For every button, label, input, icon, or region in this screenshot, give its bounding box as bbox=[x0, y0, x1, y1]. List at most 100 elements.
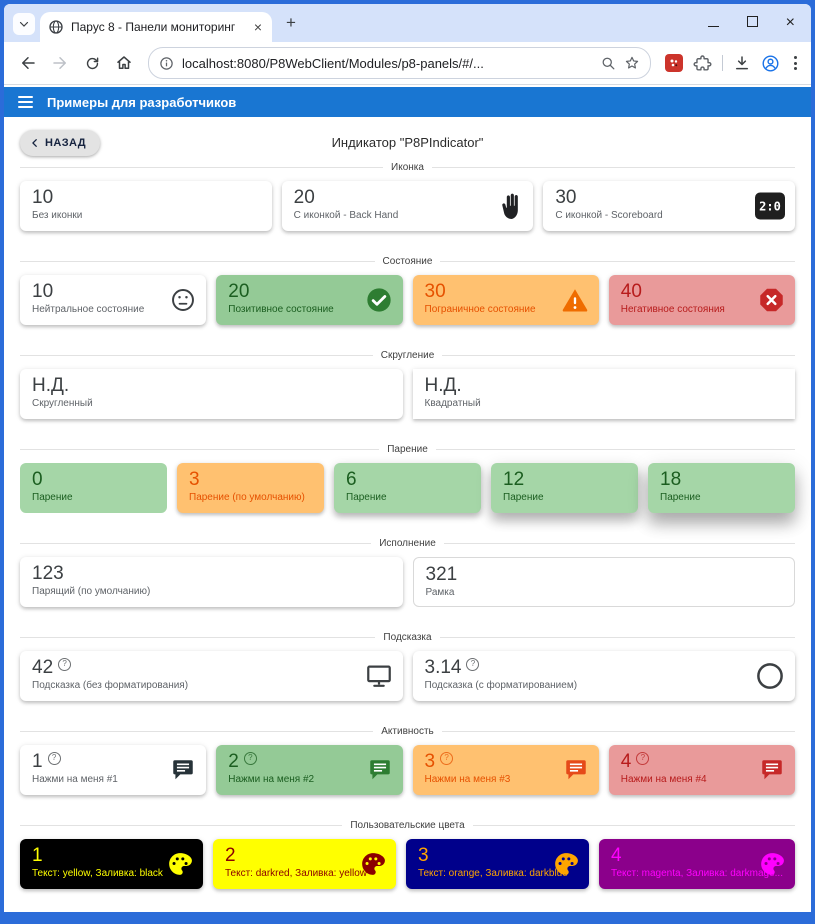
neutral-face-icon bbox=[170, 287, 196, 313]
indicator-card: 3 Парение (по умолчанию) bbox=[177, 463, 324, 513]
indicator-card: 3 Текст: orange, Заливка: darkblue bbox=[405, 839, 589, 889]
menu-hamburger-icon[interactable] bbox=[18, 96, 33, 108]
new-tab-button[interactable]: + bbox=[286, 13, 296, 32]
indicator-card-clickable[interactable]: 3? Нажми на меня #3 bbox=[412, 745, 599, 795]
indicator-label: Парение bbox=[660, 492, 701, 503]
indicator-card: 20 Позитивное состояние bbox=[216, 275, 403, 325]
section-divider: Пользовательские цвета bbox=[20, 817, 795, 833]
indicator-value: 2? bbox=[228, 751, 390, 772]
help-badge-icon: ? bbox=[636, 751, 650, 765]
page-info-icon[interactable] bbox=[159, 56, 174, 71]
section-divider: Исполнение bbox=[20, 535, 795, 551]
help-badge-icon: ? bbox=[47, 751, 61, 765]
cancel-octagon-icon bbox=[758, 287, 785, 314]
indicator-value: 123 bbox=[32, 563, 64, 584]
section-divider: Скругление bbox=[20, 347, 795, 363]
indicator-card-clickable[interactable]: 1? Нажми на меня #1 bbox=[20, 745, 207, 795]
home-button[interactable] bbox=[110, 49, 138, 77]
palette-icon bbox=[360, 851, 386, 877]
indicator-label: Текст: magenta, Заливка: darkmage... bbox=[610, 868, 783, 879]
indicator-label: Квадратный bbox=[424, 398, 481, 409]
indicator-card-clickable[interactable]: 4? Нажми на меня #4 bbox=[608, 745, 795, 795]
help-badge-icon: ? bbox=[466, 657, 480, 671]
indicator-value: 6 bbox=[346, 469, 357, 490]
indicator-card: 20 С иконкой - Back Hand bbox=[281, 181, 534, 231]
circle-outline-icon bbox=[755, 661, 785, 691]
tab-strip: Парус 8 - Панели мониторинг × + × bbox=[4, 4, 811, 42]
indicator-value: Н.Д. bbox=[32, 375, 70, 396]
back-button[interactable]: НАЗАД bbox=[20, 130, 100, 156]
indicator-card: 3.14? Подсказка (с форматированием) bbox=[412, 651, 795, 701]
indicator-value: 2 bbox=[224, 845, 236, 866]
monitor-icon bbox=[365, 662, 393, 690]
scoreboard-icon: 2:0 bbox=[755, 192, 785, 220]
indicator-value: Н.Д. bbox=[424, 375, 462, 396]
indicator-card: 30 С иконкой - Scoreboard 2:0 bbox=[543, 181, 795, 231]
browser-menu-icon[interactable] bbox=[790, 56, 801, 70]
app-bar: Примеры для разработчиков bbox=[4, 87, 811, 117]
address-bar[interactable]: localhost:8080/P8WebClient/Modules/p8-pa… bbox=[148, 47, 651, 79]
help-badge-icon: ? bbox=[440, 751, 454, 765]
section-divider: Парение bbox=[20, 441, 795, 457]
window-maximize-button[interactable] bbox=[746, 14, 758, 32]
tab-title: Парус 8 - Панели мониторинг bbox=[71, 20, 236, 34]
indicator-label: Без иконки bbox=[32, 210, 83, 221]
indicator-label: Подсказка (с форматированием) bbox=[424, 680, 578, 691]
indicator-label: Парение bbox=[346, 492, 387, 503]
zoom-icon[interactable] bbox=[601, 56, 616, 71]
extensions-puzzle-icon[interactable] bbox=[693, 54, 712, 73]
indicator-label: Рамка bbox=[425, 587, 455, 598]
indicator-card: 30 Пограничное состояние bbox=[412, 275, 599, 325]
downloads-icon[interactable] bbox=[733, 54, 751, 72]
palette-icon bbox=[759, 851, 785, 877]
tab-close-icon[interactable]: × bbox=[253, 19, 262, 35]
indicator-card: 10 Без иконки bbox=[20, 181, 272, 231]
indicator-value: 3? bbox=[425, 751, 587, 772]
chat-icon bbox=[170, 757, 196, 783]
indicator-value: 40 bbox=[620, 281, 642, 302]
indicator-value: 3.14? bbox=[425, 657, 784, 678]
section-divider: Состояние bbox=[20, 253, 795, 269]
browser-tab[interactable]: Парус 8 - Панели мониторинг × bbox=[40, 12, 272, 42]
back-nav-button[interactable] bbox=[14, 49, 42, 77]
indicator-card: 42? Подсказка (без форматирования) bbox=[20, 651, 403, 701]
indicator-value: 30 bbox=[424, 281, 446, 302]
forward-arrow-icon bbox=[53, 57, 66, 69]
page-content: НАЗАД Индикатор "P8PIndicator" Иконка 10… bbox=[4, 117, 811, 911]
chevron-left-icon bbox=[32, 139, 37, 147]
indicator-label: Парение bbox=[503, 492, 544, 503]
favicon-globe-icon bbox=[48, 19, 64, 35]
indicator-card: Н.Д. Квадратный bbox=[412, 369, 795, 419]
indicator-value: 0 bbox=[32, 469, 43, 490]
indicator-card: Н.Д. Скругленный bbox=[20, 369, 403, 419]
window-close-button[interactable]: × bbox=[785, 14, 795, 31]
indicator-value: 10 bbox=[32, 187, 54, 208]
indicator-label: С иконкой - Back Hand bbox=[293, 210, 399, 221]
indicator-label: Парящий (по умолчанию) bbox=[32, 586, 151, 597]
toolbar-separator bbox=[722, 55, 723, 71]
indicator-value: 30 bbox=[555, 187, 577, 208]
palette-icon bbox=[167, 851, 193, 877]
indicator-label: Парение bbox=[32, 492, 73, 503]
extension-red-icon[interactable] bbox=[665, 54, 683, 72]
section-divider: Подсказка bbox=[20, 629, 795, 645]
indicator-card-clickable[interactable]: 2? Нажми на меня #2 bbox=[216, 745, 403, 795]
indicator-card: 4 Текст: magenta, Заливка: darkmage... bbox=[598, 839, 795, 889]
tab-search-button[interactable] bbox=[13, 13, 35, 35]
indicator-label: Подсказка (без форматирования) bbox=[32, 680, 189, 691]
url-text[interactable]: localhost:8080/P8WebClient/Modules/p8-pa… bbox=[182, 55, 484, 71]
bookmark-star-icon[interactable] bbox=[624, 55, 640, 71]
chat-icon bbox=[759, 757, 785, 783]
reload-button[interactable] bbox=[78, 49, 106, 77]
indicator-value: 3 bbox=[417, 845, 429, 866]
profile-icon[interactable] bbox=[761, 54, 780, 73]
app-title: Примеры для разработчиков bbox=[47, 94, 237, 110]
check-circle-icon bbox=[365, 286, 393, 314]
forward-nav-button[interactable] bbox=[46, 49, 74, 77]
window-minimize-button[interactable] bbox=[707, 14, 719, 32]
indicator-value: 1? bbox=[32, 751, 194, 772]
indicator-card: 12 Парение bbox=[491, 463, 638, 513]
indicator-value: 10 bbox=[32, 281, 54, 302]
chevron-down-icon bbox=[19, 21, 29, 27]
indicator-value: 42? bbox=[32, 657, 391, 678]
